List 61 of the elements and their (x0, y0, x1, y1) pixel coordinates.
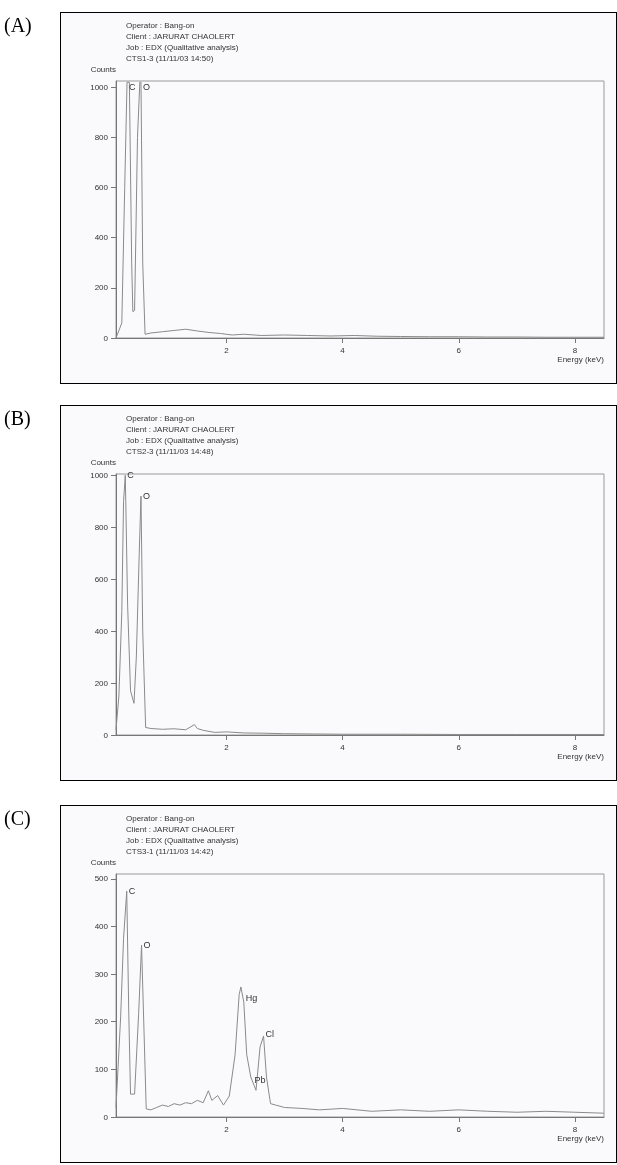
x-tick-label: 6 (456, 742, 462, 752)
y-tick-label: 0 (103, 333, 109, 343)
chart-title: (A) (4, 14, 32, 37)
y-tick-label: 100 (94, 1064, 109, 1074)
x-tick-label: 4 (340, 742, 346, 752)
line-series (115, 890, 605, 1114)
text: Operator : Bang-on (126, 20, 195, 30)
text: Operator : Bang-on (126, 413, 195, 423)
y-tick-label: 200 (94, 1017, 109, 1027)
y-tick-label: 500 (94, 874, 109, 884)
x-tick-label: 2 (224, 345, 230, 355)
annotation: C (128, 886, 136, 897)
x-axis-title: Energy (keV) (557, 354, 605, 364)
y-tick-label: 800 (94, 522, 109, 532)
text: CTS1-3 (11/11/03 14:50) (126, 53, 214, 63)
annotation: O (142, 491, 150, 502)
annotation: O (143, 939, 151, 950)
y-axis-title: Counts (90, 857, 116, 867)
y-tick-label: 600 (94, 574, 109, 584)
y-tick-label: 800 (94, 132, 109, 142)
y-tick-label: 200 (94, 283, 109, 293)
chart-title: (B) (4, 407, 31, 430)
annotation: Cl (265, 1028, 275, 1039)
annotation: O (142, 82, 150, 93)
annotation: C (129, 82, 137, 93)
text: Client : JARURAT CHAOLERT (126, 824, 236, 834)
x-axis-title: Energy (keV) (557, 1133, 605, 1143)
y-tick-label: 1000 (90, 470, 109, 480)
text: Client : JARURAT CHAOLERT (126, 31, 236, 41)
text: CTS2-3 (11/11/03 14:48) (126, 446, 214, 456)
text: CTS3-1 (11/11/03 14:42) (126, 846, 214, 856)
chart-title: (C) (4, 807, 31, 830)
x-tick-label: 8 (572, 742, 578, 752)
x-tick-label: 4 (340, 345, 346, 355)
x-tick-label: 8 (572, 345, 578, 355)
text: Job : EDX (Qualitative analysis) (126, 435, 239, 445)
y-tick-label: 400 (94, 626, 109, 636)
x-tick-label: 8 (572, 1124, 578, 1134)
y-tick-label: 0 (103, 1112, 109, 1122)
annotation: C (127, 470, 135, 481)
x-tick-label: 2 (224, 742, 230, 752)
y-tick-label: 0 (103, 730, 109, 740)
annotation: Pb (254, 1074, 266, 1085)
y-tick-label: 200 (94, 678, 109, 688)
y-tick-label: 300 (94, 969, 109, 979)
y-axis-title: Counts (90, 64, 116, 74)
text: Job : EDX (Qualitative analysis) (126, 835, 239, 845)
text: Job : EDX (Qualitative analysis) (126, 42, 239, 52)
x-tick-label: 6 (456, 345, 462, 355)
y-tick-label: 1000 (90, 82, 109, 92)
y-tick-label: 400 (94, 233, 109, 243)
text: Operator : Bang-on (126, 813, 195, 823)
y-tick-label: 600 (94, 183, 109, 193)
x-axis-title: Energy (keV) (557, 751, 605, 761)
text: Client : JARURAT CHAOLERT (126, 424, 236, 434)
y-tick-label: 400 (94, 921, 109, 931)
x-tick-label: 2 (224, 1124, 230, 1134)
x-tick-label: 6 (456, 1124, 462, 1134)
x-tick-label: 4 (340, 1124, 346, 1134)
annotation: Hg (245, 992, 258, 1003)
y-axis-title: Counts (90, 457, 116, 467)
